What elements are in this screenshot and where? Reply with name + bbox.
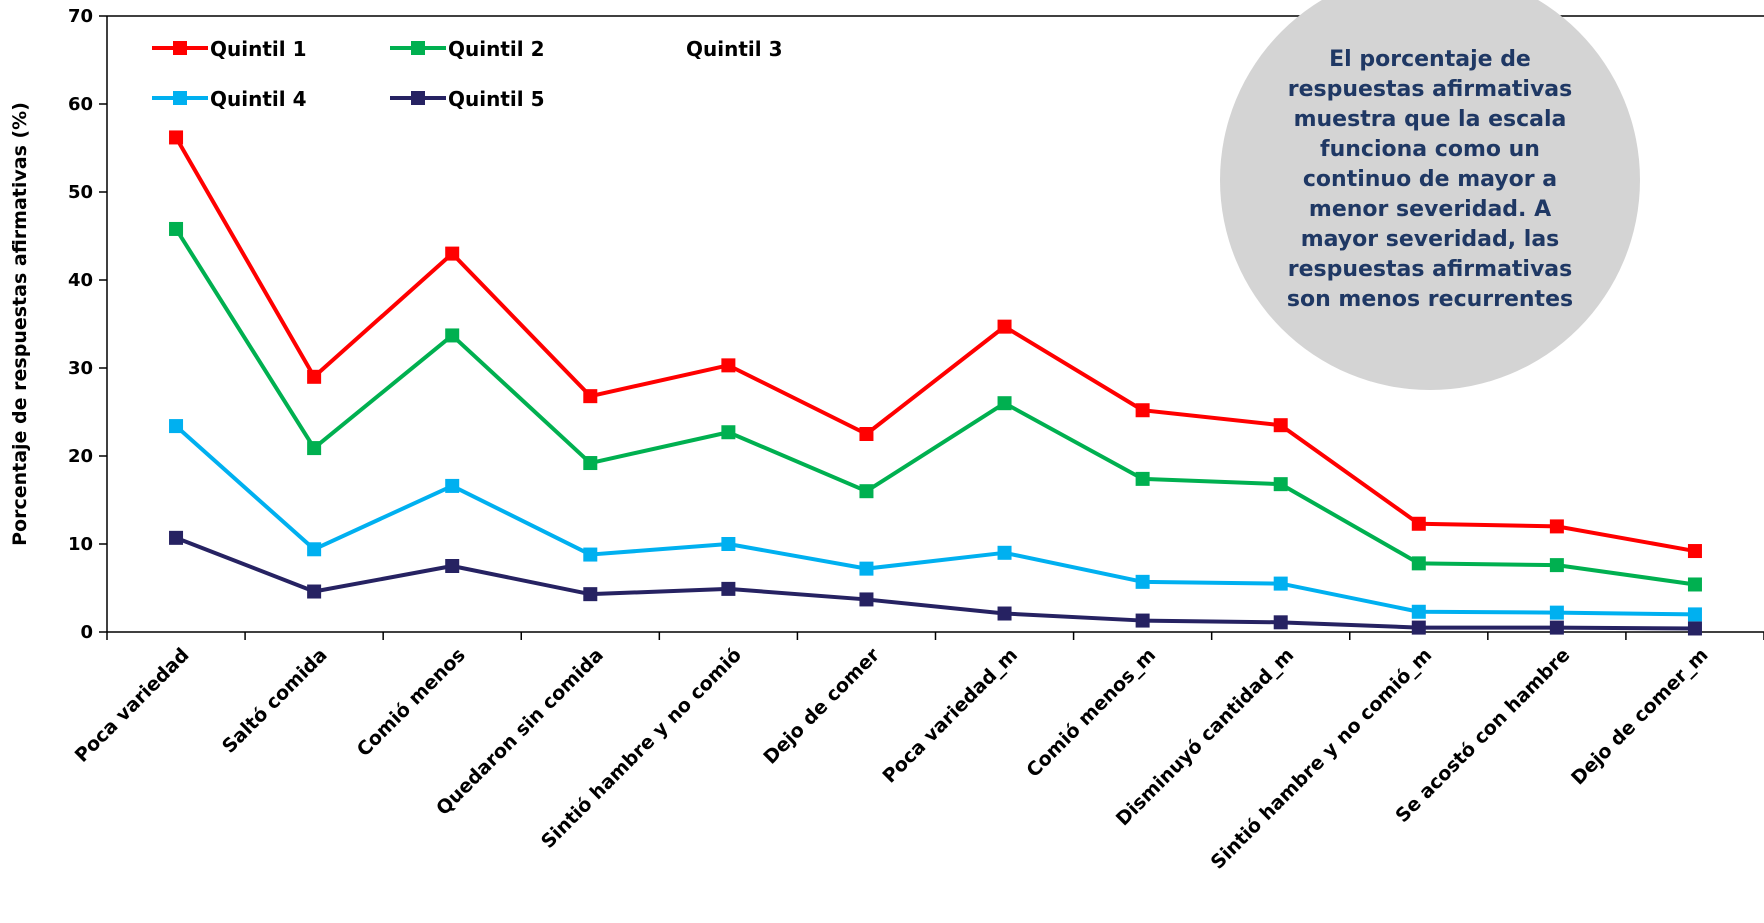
- y-axis-label: Porcentaje de respuestas afirmativas (%): [9, 102, 31, 546]
- data-point: [1411, 604, 1426, 619]
- data-point: [859, 427, 874, 441]
- data-point: [859, 561, 874, 576]
- data-point: [445, 559, 460, 573]
- data-point: [307, 441, 322, 456]
- legend-marker: [411, 91, 425, 105]
- y-tick-label: 60: [68, 94, 93, 115]
- x-tick-label: Comió menos: [353, 644, 470, 761]
- x-tick-label: Saltó comida: [218, 644, 332, 758]
- data-point: [583, 587, 598, 602]
- series-line-4: [174, 424, 1695, 617]
- data-point: [1687, 577, 1702, 592]
- data-point: [445, 328, 460, 343]
- data-point: [1411, 556, 1426, 571]
- data-point: [1135, 574, 1150, 589]
- y-tick-label: 10: [68, 534, 93, 555]
- data-point: [1273, 615, 1288, 630]
- x-axis-ticks: Poca variedad Saltó comida Comió menosQued…: [71, 632, 1764, 874]
- y-tick-label: 0: [80, 622, 93, 643]
- series-line-5: [175, 535, 1695, 631]
- data-point: [1135, 403, 1150, 418]
- data-point: [997, 545, 1012, 560]
- data-point: [1549, 620, 1564, 635]
- annotation-bubble: El porcentaje de respuestas afirmativas …: [1220, 0, 1640, 390]
- data-point: [721, 537, 736, 551]
- series-group: [169, 130, 1702, 636]
- y-tick-label: 50: [68, 182, 93, 203]
- data-point: [169, 530, 184, 545]
- data-point: [721, 581, 736, 596]
- data-point: [1687, 621, 1702, 636]
- data-point: [445, 478, 460, 493]
- data-point: [1135, 613, 1150, 628]
- data-point: [721, 425, 736, 440]
- data-point: [583, 456, 598, 471]
- x-tick-label: Poca variedad: [71, 644, 194, 767]
- data-point: [859, 484, 874, 499]
- data-point: [307, 542, 322, 557]
- data-point: [1549, 519, 1564, 534]
- data-point: [1135, 471, 1150, 486]
- x-tick-label: Dejo de comer: [759, 644, 884, 769]
- legend-marker: [173, 41, 187, 55]
- y-tick-label: 20: [68, 446, 93, 467]
- series-line-2: [174, 227, 1696, 587]
- data-point: [1687, 544, 1702, 559]
- data-point: [997, 606, 1012, 621]
- legend-marker: [411, 41, 425, 55]
- data-point: [721, 358, 736, 373]
- legend-label: Quintil 2: [448, 37, 544, 61]
- data-point: [1549, 558, 1564, 573]
- x-tick-label: Comió menos_m: [1022, 644, 1160, 782]
- data-point: [445, 246, 460, 261]
- y-tick-label: 70: [68, 6, 93, 27]
- data-point: [307, 584, 322, 599]
- y-axis-ticks: 0 10 20 30 40 50 60 70: [68, 6, 107, 643]
- data-point: [169, 419, 184, 434]
- data-point: [1411, 516, 1426, 531]
- y-tick-label: 30: [68, 358, 93, 379]
- annotation-text: El porcentaje de respuestas afirmativas …: [1286, 47, 1574, 312]
- legend-label: Quintil 4: [210, 87, 306, 111]
- series-line-1: [174, 136, 1696, 554]
- data-point: [583, 389, 598, 404]
- data-point: [583, 547, 598, 562]
- legend: Quintil 1 Quintil 2 Quintil 3 Quintil 4 Quin…: [152, 37, 782, 111]
- data-point: [1549, 605, 1564, 620]
- legend-marker: [173, 91, 187, 105]
- x-tick-label: Dejo de comer_m: [1567, 644, 1712, 789]
- data-point: [997, 319, 1012, 334]
- x-tick-label: Sintió hambre y no comió_m: [1207, 644, 1437, 874]
- data-point: [1273, 576, 1288, 591]
- data-point: [1273, 418, 1288, 433]
- x-tick-label: Poca variedad_m: [879, 644, 1023, 788]
- data-point: [1411, 620, 1426, 635]
- legend-label: Quintil 1: [210, 37, 306, 61]
- data-point: [1273, 477, 1288, 492]
- y-tick-label: 40: [68, 270, 93, 291]
- legend-label: Quintil 5: [448, 87, 544, 111]
- data-point: [169, 221, 184, 236]
- legend-label: Quintil 3: [686, 37, 782, 61]
- data-point: [997, 396, 1012, 411]
- data-point: [169, 130, 184, 145]
- data-point: [307, 369, 322, 384]
- data-point: [859, 592, 874, 607]
- data-point: [1687, 607, 1702, 622]
